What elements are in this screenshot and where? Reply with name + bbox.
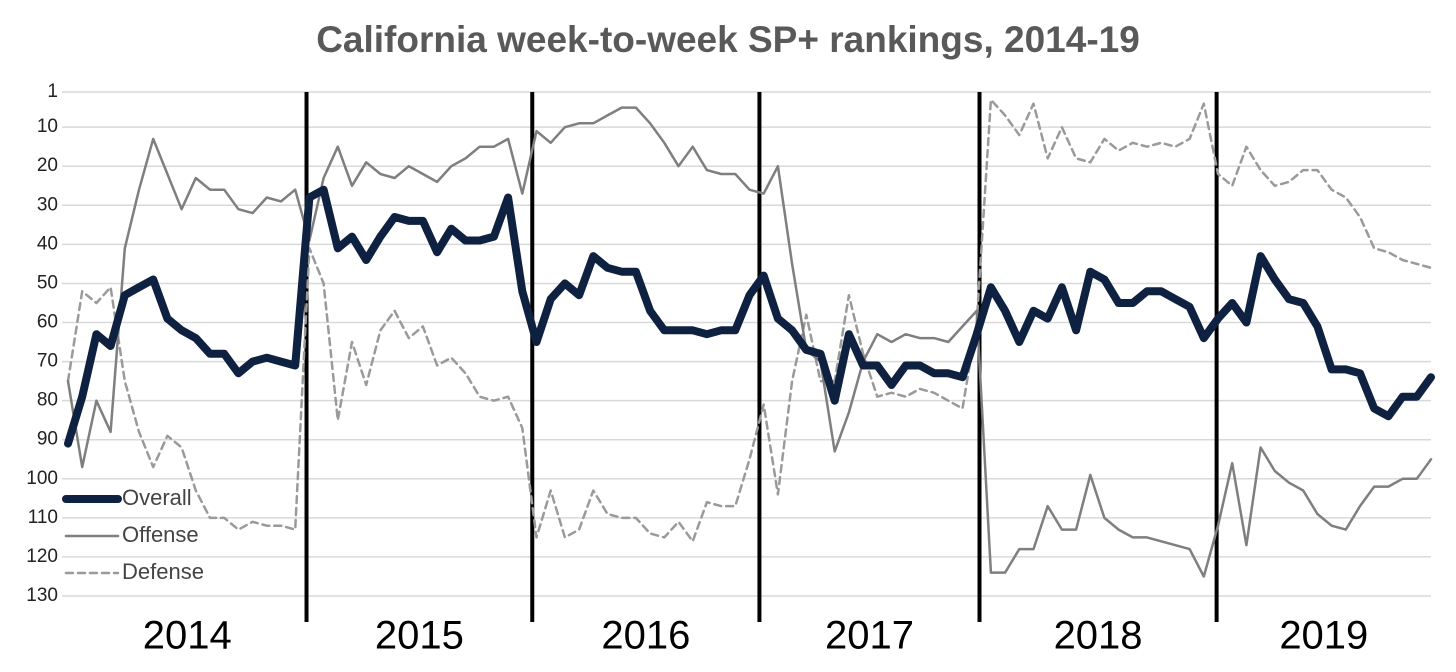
- y-tick-label: 80: [37, 390, 58, 411]
- series-line: [66, 98, 1433, 543]
- chart-title: California week-to-week SP+ rankings, 20…: [316, 19, 1140, 60]
- y-tick-label: 40: [37, 233, 58, 254]
- year-label: 2015: [375, 614, 464, 658]
- y-tick-label: 20: [37, 155, 58, 176]
- y-tick-label: 110: [28, 507, 58, 528]
- year-label: 2014: [143, 614, 232, 658]
- y-tick-label: 30: [37, 194, 58, 215]
- y-tick-label: 90: [37, 429, 58, 450]
- y-tick-label: 60: [37, 312, 58, 333]
- year-label: 2019: [1279, 614, 1368, 658]
- series-line: [66, 106, 1433, 578]
- legend-label: Defense: [122, 559, 204, 584]
- legend-label: Overall: [122, 485, 192, 510]
- y-tick-label: 130: [26, 585, 58, 606]
- y-tick-label: 10: [37, 116, 58, 137]
- year-label: 2018: [1054, 614, 1143, 658]
- y-tick-label: 100: [26, 468, 58, 489]
- year-label: 2017: [825, 614, 914, 658]
- y-tick-label: 70: [37, 351, 58, 372]
- legend-label: Offense: [122, 522, 199, 547]
- series-line: [64, 185, 1435, 448]
- y-tick-label: 1: [47, 81, 58, 102]
- y-tick-label: 50: [37, 272, 58, 293]
- y-tick-label: 120: [26, 546, 58, 567]
- year-label: 2016: [601, 614, 690, 658]
